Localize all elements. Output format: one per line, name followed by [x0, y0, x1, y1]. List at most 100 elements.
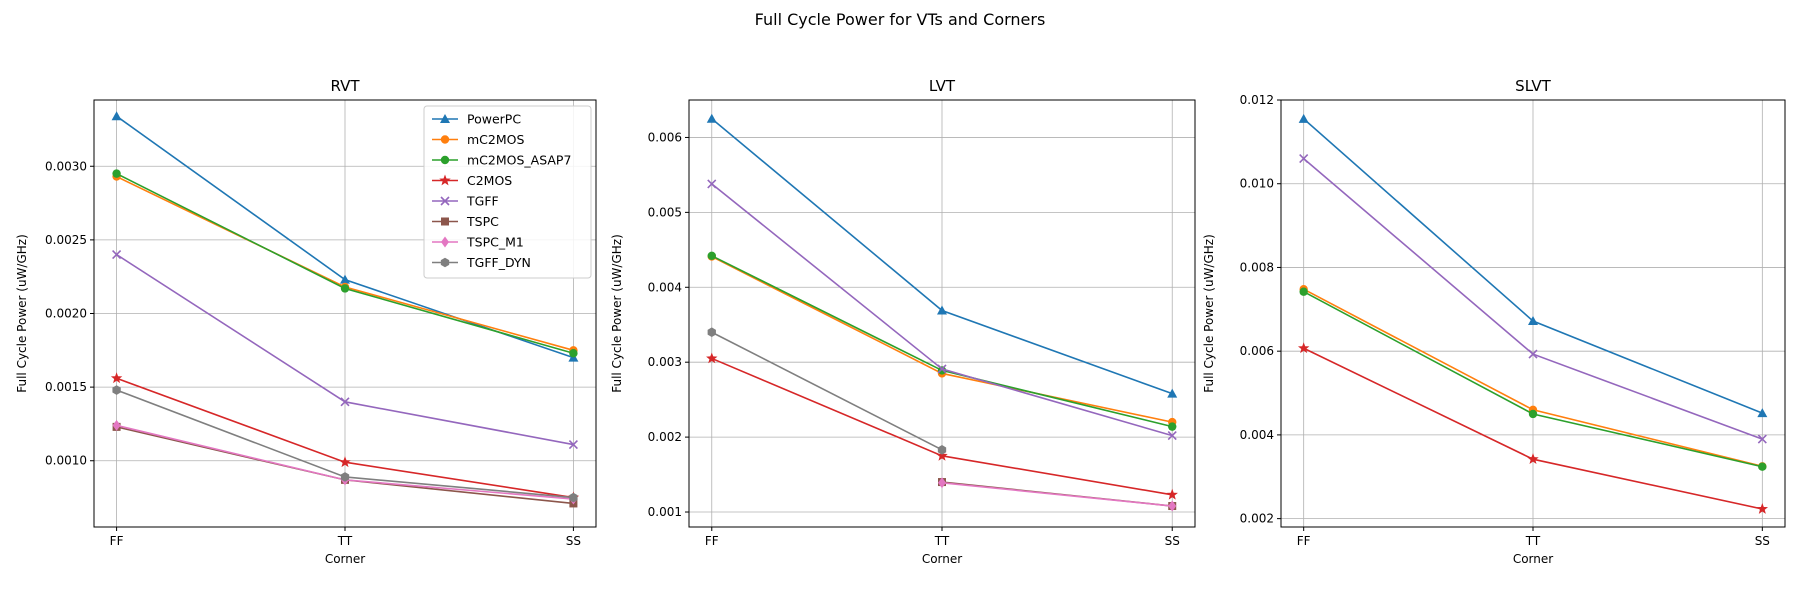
y-tick-label: 0.008	[1240, 260, 1274, 274]
y-tick-label: 0.005	[648, 205, 682, 219]
x-tick-label: FF	[1297, 534, 1311, 548]
y-tick-label: 0.0015	[45, 380, 87, 394]
data-point	[340, 472, 350, 482]
x-tick-label: SS	[1755, 534, 1770, 548]
x-tick-label: TT	[1525, 534, 1541, 548]
legend-label: TSPC_M1	[466, 235, 524, 250]
data-point	[1166, 488, 1178, 500]
x-axis-label: Corner	[1513, 552, 1553, 566]
series-c2mos	[1297, 342, 1769, 514]
y-tick-label: 0.006	[1240, 344, 1274, 358]
legend-box	[423, 105, 592, 279]
data-point	[938, 477, 946, 489]
data-point	[569, 349, 578, 358]
y-axis-label: Full Cycle Power (uW/GHz)	[15, 234, 29, 393]
data-point	[707, 327, 716, 338]
chart-title: RVT	[330, 77, 360, 95]
series-mc2mos-asap7	[1299, 287, 1767, 471]
data-point	[111, 111, 122, 121]
y-tick-label: 0.0025	[45, 233, 87, 247]
data-point	[937, 366, 947, 375]
legend-label: mC2MOS_ASAP7	[467, 153, 571, 168]
legend-label: TSPC	[466, 214, 499, 229]
legend-swatch-marker	[440, 155, 450, 165]
x-tick-label: SS	[1165, 534, 1180, 548]
y-tick-label: 0.004	[1240, 428, 1274, 442]
data-point	[1298, 113, 1309, 123]
y-tick-label: 0.006	[648, 130, 682, 144]
data-point	[1299, 287, 1308, 296]
legend-entry: TGFF	[432, 194, 499, 209]
legend-entry: mC2MOS_ASAP7	[432, 153, 571, 168]
data-point	[937, 364, 947, 374]
data-point	[340, 284, 350, 293]
data-point	[110, 372, 123, 384]
data-point	[707, 251, 716, 261]
data-point	[1167, 388, 1178, 398]
y-axis-label: Full Cycle Power (uW/GHz)	[610, 234, 624, 393]
series-tspc-m1	[938, 477, 1177, 512]
data-point	[1297, 342, 1310, 354]
y-tick-label: 0.004	[648, 280, 682, 294]
legend-entry: mC2MOS	[432, 132, 524, 147]
series-line	[711, 331, 943, 451]
y-tick-label: 0.0030	[45, 159, 87, 173]
legend-entry: C2MOS	[432, 173, 512, 188]
data-point	[112, 250, 122, 260]
data-point	[706, 113, 717, 123]
data-point	[1757, 434, 1767, 444]
data-point	[707, 179, 717, 189]
x-tick-label: FF	[110, 534, 124, 548]
y-tick-label: 0.002	[1240, 512, 1274, 526]
data-point	[1756, 503, 1769, 514]
y-tick-label: 0.012	[1240, 93, 1274, 107]
x-axis-label: Corner	[922, 552, 962, 566]
x-tick-label: TT	[934, 534, 950, 548]
legend-label: TGFF	[466, 194, 499, 209]
series-tgff-dyn	[112, 385, 578, 503]
y-tick-label: 0.0020	[45, 307, 87, 321]
chart-panel-slvt: FF TT SS 0.002 0.004 0.006 0.008 0.010 0.012 SLVT…	[1202, 77, 1786, 566]
data-point	[1528, 349, 1538, 359]
legend-label: TGFF_DYN	[466, 255, 531, 270]
data-point	[1167, 431, 1177, 441]
y-tick-label: 0.002	[648, 430, 682, 444]
series-tgff-dyn	[707, 327, 947, 455]
y-tick-label: 0.010	[1240, 177, 1274, 191]
series-c2mos	[706, 352, 1178, 500]
x-tick-label: SS	[566, 534, 581, 548]
data-point	[112, 419, 121, 431]
legend-entry: PowerPC	[432, 112, 521, 127]
charts-layer: FF TT SS 0.0010 0.0015 0.0020 0.0025 0.0030 RVT C…	[15, 77, 1786, 566]
series-mc2mos-asap7	[112, 169, 578, 358]
y-axis-label: Full Cycle Power (uW/GHz)	[1202, 234, 1216, 393]
data-point	[569, 492, 578, 503]
series-mc2mos-asap7	[707, 251, 1177, 431]
legend-swatch-marker	[440, 135, 450, 144]
x-axis-label: Corner	[325, 552, 365, 566]
legend-entry: TGFF_DYN	[432, 255, 531, 270]
series-powerpc	[706, 113, 1178, 398]
y-tick-label: 0.003	[648, 355, 682, 369]
legend-label: C2MOS	[467, 173, 512, 188]
data-point	[112, 169, 121, 178]
x-tick-label: TT	[337, 534, 353, 548]
series-tgff	[707, 179, 1177, 441]
legend-entry: TSPC_M1	[432, 235, 524, 250]
legend: PowerPC mC2MOS mC2MOS_ASAP7 C2MOS TGFF TSPC TS…	[423, 105, 592, 279]
data-point	[1528, 316, 1538, 326]
legend-swatch-marker	[441, 217, 449, 226]
data-point	[1168, 422, 1177, 431]
y-tick-label: 0.001	[648, 505, 682, 519]
legend-swatch-marker	[440, 196, 450, 206]
chart-title: SLVT	[1515, 77, 1551, 95]
data-point	[1299, 154, 1309, 164]
data-point	[1757, 408, 1768, 418]
data-point	[340, 274, 350, 284]
data-point	[112, 385, 121, 395]
legend-label: PowerPC	[467, 112, 521, 127]
chart-title: LVT	[929, 77, 956, 95]
legend-swatch-marker	[439, 174, 451, 186]
